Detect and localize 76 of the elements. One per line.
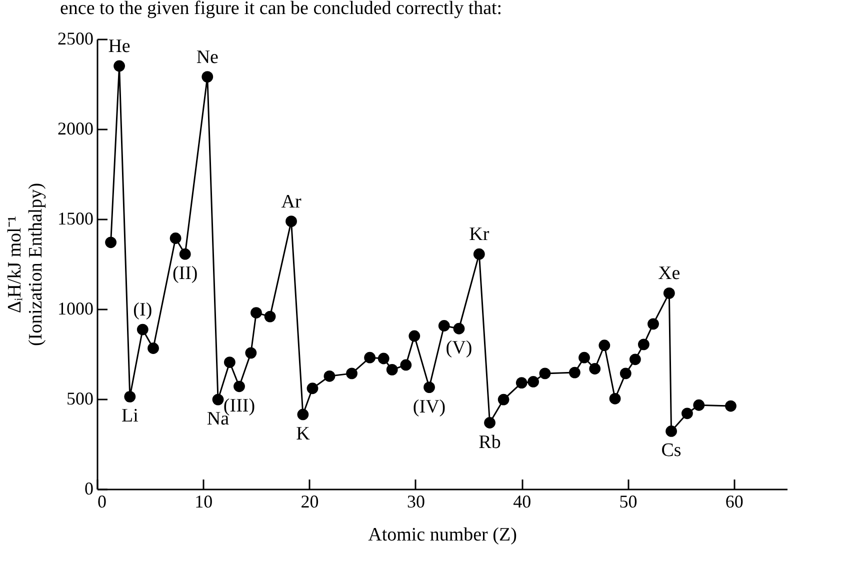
point — [136, 324, 148, 336]
point — [245, 347, 257, 359]
annotation: (IV) — [412, 396, 446, 418]
point — [648, 318, 659, 330]
point — [666, 426, 677, 437]
x-axis-title: Atomic number (Z) — [368, 524, 517, 546]
point — [286, 216, 297, 228]
point — [578, 352, 590, 364]
x-tick-label: 60 — [725, 492, 744, 512]
y-axis-title: ΔᵢH/kJ mol⁻¹ (Ionization Enthalpy) — [4, 182, 46, 346]
point — [609, 392, 621, 404]
text: ence to the given figure it can be concluded correctly that: — [59, 0, 504, 21]
point — [114, 60, 125, 72]
point — [589, 363, 601, 374]
y-tick-label: 0 — [84, 478, 94, 498]
point — [725, 400, 736, 412]
y-tick-label: 500 — [66, 388, 94, 408]
y-tick-label: 1500 — [58, 208, 94, 228]
x-tick-label: 20 — [300, 492, 319, 512]
point — [324, 370, 336, 382]
annotation: Cs — [661, 440, 682, 462]
point — [386, 364, 398, 376]
annotation: Li — [121, 406, 138, 427]
point — [438, 320, 450, 332]
point — [400, 359, 412, 371]
point — [516, 377, 528, 388]
point — [297, 408, 309, 420]
annotation: Rb — [478, 432, 501, 453]
x-tick-label: 50 — [619, 492, 638, 512]
point — [598, 340, 610, 352]
point — [378, 352, 390, 364]
point — [179, 248, 191, 260]
point — [424, 382, 435, 393]
point — [170, 232, 182, 244]
annotation: (V) — [446, 338, 472, 359]
point — [453, 322, 465, 334]
point — [693, 399, 705, 411]
point — [568, 366, 580, 378]
point — [539, 368, 551, 380]
point — [148, 342, 159, 354]
point — [663, 287, 675, 299]
x-tick-label: 30 — [406, 492, 425, 512]
x-tick-label: 40 — [513, 492, 532, 512]
annotation: Kr — [469, 224, 490, 246]
point — [484, 417, 496, 428]
annotation: He — [108, 36, 130, 57]
y-tick-label: 2500 — [58, 28, 94, 48]
annotation: Xe — [658, 263, 680, 284]
point — [528, 376, 539, 388]
point — [630, 354, 641, 366]
point — [364, 352, 376, 364]
annotation: (II) — [172, 263, 198, 284]
point — [638, 338, 650, 350]
point — [682, 408, 693, 420]
point — [264, 310, 276, 322]
annotation: Ne — [196, 46, 218, 68]
annotation: (I) — [133, 300, 152, 321]
point — [212, 394, 224, 406]
point — [346, 368, 358, 380]
point — [202, 71, 214, 82]
point — [306, 382, 318, 394]
point — [105, 236, 116, 248]
point — [124, 390, 136, 402]
point — [250, 307, 262, 318]
annotation: K — [296, 423, 310, 444]
point — [234, 380, 245, 392]
point — [620, 368, 632, 380]
point — [408, 330, 420, 342]
x-tick-label: 10 — [194, 492, 213, 512]
y-tick-label: 1000 — [58, 298, 94, 318]
annotation: Ar — [281, 191, 302, 212]
x-tick-label: 0 — [98, 492, 106, 512]
point — [224, 356, 236, 368]
y-tick-label: 2000 — [58, 118, 94, 138]
point — [498, 394, 510, 406]
point — [473, 248, 485, 260]
